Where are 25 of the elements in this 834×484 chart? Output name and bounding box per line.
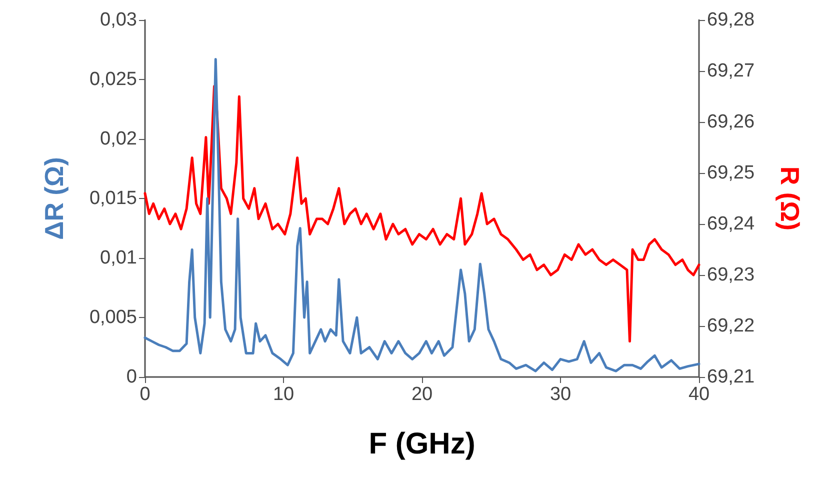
y-tick-label: 0,015 (89, 188, 137, 209)
y2-tick-label: 69,25 (707, 162, 755, 184)
y-tick-label: 0,01 (100, 248, 137, 268)
y2-tick-label: 69,28 (707, 10, 755, 30)
y-tick-label: 0,02 (100, 128, 137, 150)
x-tick-label: 10 (272, 384, 294, 405)
y2-axis-title: R (Ω) (775, 166, 805, 231)
y2-tick-label: 69,27 (707, 60, 755, 82)
line-series (144, 58, 700, 372)
x-tick-label: 0 (140, 384, 150, 405)
x-tick-label: 20 (411, 384, 433, 405)
y-axis-title: ΔR (Ω) (39, 157, 69, 240)
y2-tick-label: 69,24 (707, 214, 755, 234)
x-tick-label: 40 (688, 384, 710, 405)
y-tick-label: 0,005 (89, 307, 137, 328)
y-tick-label: 0,025 (89, 69, 137, 90)
x-axis-title: F (GHz) (368, 428, 476, 460)
y-tick-label: 0 (126, 366, 137, 388)
y-tick-label: 0,03 (100, 10, 137, 30)
y2-tick-label: 69,26 (707, 112, 755, 132)
x-tick-label: 30 (550, 384, 572, 405)
y2-tick-label: 69,21 (707, 366, 755, 388)
y2-tick-label: 69,23 (707, 264, 755, 286)
line-series (144, 85, 700, 343)
y2-tick-label: 69,22 (707, 316, 755, 336)
